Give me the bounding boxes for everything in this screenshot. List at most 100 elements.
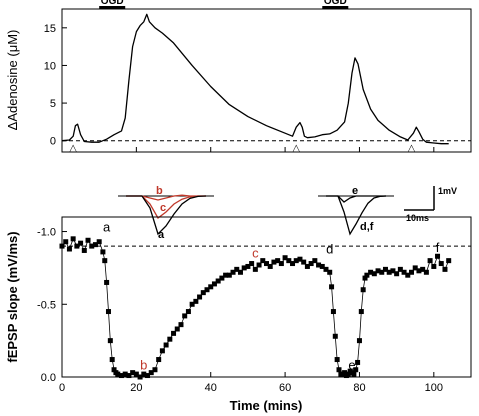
- fepsp-point: [293, 258, 299, 264]
- point-annotation: e: [348, 358, 355, 373]
- fepsp-point: [256, 262, 262, 268]
- fepsp-point: [356, 338, 362, 344]
- fepsp-point: [137, 374, 143, 380]
- fepsp-point: [249, 261, 255, 267]
- fepsp-point: [427, 258, 433, 264]
- fepsp-point: [290, 261, 296, 267]
- fepsp-point: [197, 294, 203, 300]
- bottom-x-tick-label: 60: [279, 382, 291, 394]
- left-trace-inset: bc a: [118, 185, 214, 241]
- bottom-plot-frame: [61, 216, 472, 378]
- fepsp-point: [105, 309, 111, 315]
- fepsp-point: [92, 242, 98, 248]
- top-y-tick-label: 0: [50, 136, 56, 148]
- fepsp-point: [66, 246, 72, 252]
- fepsp-point: [308, 261, 314, 267]
- fepsp-point: [423, 269, 429, 275]
- top-y-tick-label: 5: [50, 98, 56, 110]
- fepsp-point: [237, 269, 243, 275]
- ogd-bar: [322, 6, 349, 10]
- fepsp-point: [386, 269, 392, 275]
- bottom-x-axis-label: Time (mins): [230, 398, 303, 413]
- fepsp-point: [156, 357, 162, 363]
- fepsp-point: [234, 266, 240, 272]
- fepsp-point: [241, 265, 247, 271]
- fepsp-point: [63, 239, 69, 245]
- fepsp-point: [245, 263, 251, 269]
- fepsp-point: [358, 309, 364, 315]
- fepsp-point: [81, 247, 87, 253]
- fepsp-point: [390, 268, 396, 274]
- fepsp-point: [368, 269, 374, 275]
- inset-trace-label: c: [160, 202, 166, 214]
- fepsp-point: [223, 272, 229, 278]
- point-annotation: d: [326, 241, 333, 256]
- fepsp-point: [420, 266, 426, 272]
- fepsp-point: [133, 371, 139, 377]
- fepsp-point: [438, 261, 444, 267]
- point-annotation: c: [252, 246, 259, 261]
- triangle-marker: △: [292, 143, 300, 154]
- fepsp-point: [371, 271, 377, 277]
- fepsp-point: [334, 357, 340, 363]
- fepsp-point: [85, 237, 91, 243]
- fepsp-point: [200, 290, 206, 296]
- fepsp-point: [104, 279, 110, 285]
- fepsp-point: [297, 256, 303, 262]
- fepsp-point: [89, 243, 95, 249]
- fepsp-point: [148, 370, 154, 376]
- fepsp-point: [141, 371, 147, 377]
- inset-trace-label: a: [158, 229, 165, 241]
- fepsp-point: [96, 239, 102, 245]
- fepsp-point: [278, 261, 284, 267]
- fepsp-point: [312, 258, 318, 264]
- fepsp-point: [100, 249, 106, 255]
- fepsp-point: [267, 263, 273, 269]
- fepsp-point: [130, 370, 136, 376]
- fepsp-panel: 0 20 40 60 80 100 -1.0 -0.5 0.0 a b c d e f fEPSP slop…: [5, 216, 472, 413]
- fepsp-point: [375, 268, 381, 274]
- fepsp-point: [397, 266, 403, 272]
- fepsp-point: [167, 336, 173, 342]
- triangle-marker: △: [408, 143, 416, 154]
- fepsp-point: [171, 330, 177, 336]
- fepsp-point: [145, 373, 151, 379]
- fepsp-point: [353, 367, 359, 373]
- fepsp-point: [208, 284, 214, 290]
- fepsp-point: [193, 298, 199, 304]
- fepsp-point: [446, 258, 452, 264]
- bottom-plot-area: 0 20 40 60 80 100 -1.0 -0.5 0.0 a b c d e f: [37, 220, 471, 394]
- fepsp-point: [345, 371, 351, 377]
- fepsp-point: [252, 266, 258, 272]
- bottom-x-tick-label: 40: [205, 382, 217, 394]
- fepsp-point: [416, 268, 422, 274]
- fepsp-point: [111, 367, 117, 373]
- adenosine-trace: [61, 13, 449, 145]
- fepsp-point: [126, 373, 132, 379]
- fepsp-point: [351, 371, 357, 377]
- fepsp-point: [70, 236, 76, 242]
- bottom-y-axis-label: fEPSP slope (mV/ms): [5, 231, 20, 362]
- inset-trace-label: e: [352, 185, 358, 197]
- fepsp-point: [360, 287, 366, 293]
- fepsp-point: [394, 271, 400, 277]
- fepsp-point: [316, 262, 322, 268]
- fepsp-point: [109, 357, 115, 363]
- fepsp-point: [260, 258, 266, 264]
- bottom-y-tick-label: -1.0: [37, 227, 56, 239]
- fepsp-point: [301, 259, 307, 265]
- fepsp-point: [431, 263, 437, 269]
- fepsp-point: [329, 284, 335, 290]
- fepsp-point: [115, 371, 121, 377]
- top-y-axis-label: ΔAdenosine (μM): [5, 30, 20, 131]
- inset-trace-label: d,f: [360, 221, 374, 233]
- fepsp-point: [327, 269, 333, 275]
- fepsp-point: [323, 266, 329, 272]
- inset-trace-label: b: [156, 185, 163, 197]
- fepsp-point: [174, 326, 180, 332]
- top-plot-area: 0 5 10 15 OGD OGD △ △ △: [44, 0, 471, 154]
- fepsp-point: [271, 259, 277, 265]
- fepsp-point: [409, 269, 415, 275]
- fepsp-point: [336, 367, 342, 373]
